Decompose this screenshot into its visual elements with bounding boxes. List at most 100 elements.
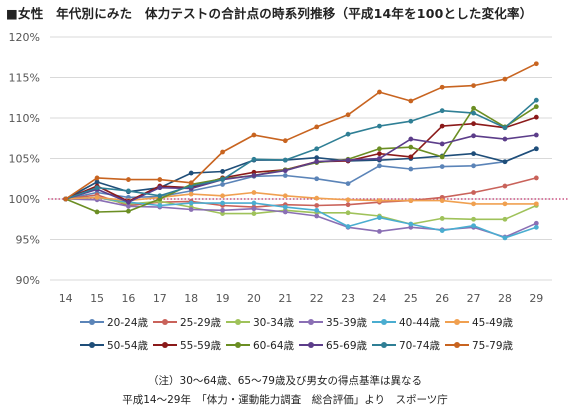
data-point-75-79歳: [377, 89, 382, 95]
data-point-70-74歳: [533, 97, 539, 103]
data-point-30-34歳: [251, 211, 257, 216]
legend-label: 25-29歳: [180, 316, 222, 329]
data-point-70-74歳: [251, 156, 257, 162]
data-point-50-54歳: [533, 146, 539, 152]
series-line-20-24歳: [65, 148, 537, 200]
data-point-40-44歳: [533, 224, 539, 230]
chart-title: ■女性 年代別にみた 体力テストの合計点の時系列推移（平成14年を100とした変…: [6, 6, 533, 21]
x-tick-label: 16: [121, 292, 135, 305]
data-point-75-79歳: [63, 196, 69, 202]
data-point-35-39歳: [282, 209, 288, 215]
data-point-65-69歳: [282, 168, 288, 174]
data-point-25-29歳: [502, 183, 508, 189]
x-tick-label: 25: [404, 292, 418, 305]
data-point-45-49歳: [282, 193, 288, 199]
data-point-55-59歳: [533, 114, 539, 120]
data-point-70-74歳: [471, 110, 476, 116]
x-tick-label: 17: [153, 292, 167, 305]
legend-label: 30-34歳: [253, 316, 295, 329]
legend-item: 40-44歳: [372, 314, 440, 330]
data-point-75-79歳: [408, 98, 414, 104]
data-point-65-69歳: [377, 156, 382, 161]
data-point-65-69歳: [251, 173, 257, 178]
data-point-60-64歳: [408, 144, 414, 150]
legend-swatch: [299, 339, 323, 351]
legend-label: 50-54歳: [107, 339, 149, 352]
data-point-40-44歳: [408, 221, 414, 227]
data-point-75-79歳: [282, 138, 288, 144]
data-point-40-44歳: [502, 235, 508, 241]
data-point-45-49歳: [188, 191, 194, 197]
data-point-65-69歳: [314, 159, 320, 165]
data-point-70-74歳: [126, 188, 131, 194]
x-tick-label: 27: [467, 292, 481, 305]
data-point-65-69歳: [533, 132, 539, 138]
y-tick-label: 90%: [16, 274, 40, 287]
data-point-70-74歳: [314, 146, 320, 152]
data-point-25-29歳: [471, 190, 476, 195]
legend-swatch: [153, 316, 177, 328]
x-tick-label: 20: [247, 292, 261, 305]
data-point-20-24歳: [282, 173, 288, 178]
y-tick-label: 95%: [16, 234, 40, 247]
data-point-55-59歳: [471, 121, 476, 127]
data-point-45-49歳: [502, 201, 508, 207]
data-point-25-29歳: [345, 202, 351, 208]
legend-label: 20-24歳: [107, 316, 149, 329]
data-point-40-44歳: [345, 224, 351, 229]
data-point-75-79歳: [314, 124, 320, 130]
data-point-65-69歳: [126, 199, 131, 205]
legend-item: 35-39歳: [299, 314, 367, 330]
data-point-70-74歳: [282, 157, 288, 163]
legend-label: 55-59歳: [180, 339, 222, 352]
y-tick-label: 105%: [9, 153, 40, 166]
data-point-20-24歳: [439, 164, 445, 170]
data-point-70-74歳: [502, 125, 508, 131]
data-point-45-49歳: [533, 201, 539, 207]
data-point-35-39歳: [377, 229, 382, 234]
series-line-75-79歳: [65, 62, 537, 200]
x-tick-label: 14: [59, 292, 73, 305]
data-point-65-69歳: [471, 133, 476, 139]
data-point-35-39歳: [314, 213, 320, 219]
x-tick-label: 26: [435, 292, 449, 305]
x-tick-label: 28: [498, 292, 512, 305]
data-point-55-59歳: [408, 154, 414, 160]
data-point-75-79歳: [126, 177, 131, 182]
y-tick-label: 100%: [9, 193, 40, 206]
data-point-25-29歳: [314, 203, 320, 208]
legend-swatch: [299, 316, 323, 328]
data-point-60-64歳: [126, 208, 131, 214]
data-point-60-64歳: [533, 104, 539, 110]
data-point-40-44歳: [471, 223, 476, 229]
legend-swatch: [153, 339, 177, 351]
data-point-70-74歳: [377, 123, 382, 129]
data-point-45-49歳: [471, 201, 476, 207]
legend-swatch: [226, 339, 250, 351]
data-point-70-74歳: [408, 118, 414, 124]
data-point-40-44歳: [251, 200, 257, 206]
data-point-40-44歳: [188, 200, 194, 206]
data-point-60-64歳: [377, 146, 382, 152]
data-point-65-69歳: [157, 185, 163, 191]
x-tick-label: 22: [310, 292, 324, 305]
data-point-40-44歳: [314, 207, 320, 213]
data-point-75-79歳: [94, 175, 100, 181]
data-point-30-34歳: [345, 210, 351, 216]
series-line-65-69歳: [65, 134, 537, 203]
series-line-30-34歳: [65, 196, 537, 225]
data-point-45-49歳: [220, 193, 225, 199]
legend-swatch: [445, 316, 469, 328]
data-point-60-64歳: [94, 209, 100, 215]
data-point-20-24歳: [408, 166, 414, 172]
data-point-40-44歳: [377, 215, 382, 221]
data-point-30-34歳: [471, 216, 476, 222]
legend-item: 60-64歳: [226, 337, 294, 353]
data-point-75-79歳: [251, 132, 257, 138]
legend-item: 50-54歳: [80, 337, 148, 353]
y-tick-label: 115%: [9, 72, 40, 85]
data-point-50-54歳: [502, 159, 508, 165]
data-point-30-34歳: [502, 216, 508, 222]
data-point-45-49歳: [439, 198, 445, 204]
